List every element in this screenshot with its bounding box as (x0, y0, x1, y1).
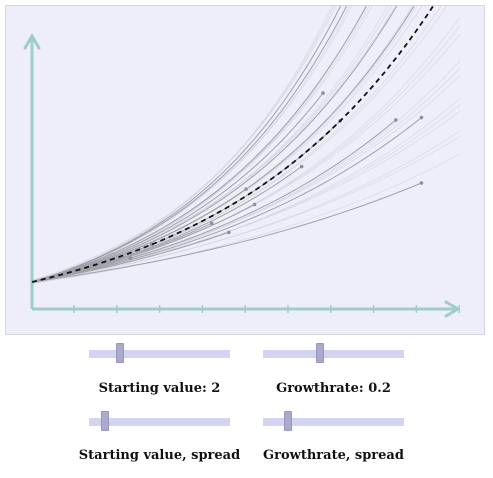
growthrate-slider[interactable] (263, 343, 404, 365)
mean-curve (31, 6, 435, 283)
sample-endpoint (209, 221, 214, 226)
growth-plot (23, 6, 461, 318)
sample-curves (31, 6, 424, 283)
sample-endpoint (321, 91, 325, 95)
plot-panel (5, 5, 485, 335)
sample-curve (31, 6, 398, 283)
faint-curve (31, 68, 461, 283)
faint-curve (31, 75, 461, 282)
faint-sample-curves (31, 6, 461, 284)
sample-endpoint (394, 118, 398, 122)
starting-value-label: Starting value: 2 (98, 381, 221, 396)
slider-track (89, 418, 230, 426)
faint-curve (31, 153, 461, 284)
x-axis-arrowhead (444, 300, 461, 318)
sample-endpoint (252, 202, 257, 207)
faint-curve (31, 130, 461, 283)
faint-curve (31, 98, 461, 284)
sample-curve (31, 257, 131, 283)
y-axis-arrowhead (23, 33, 41, 50)
sample-curve (31, 231, 230, 283)
sample-curve (31, 6, 415, 283)
sample-endpoint (299, 164, 304, 169)
faint-curve (31, 6, 350, 283)
starting-value-spread-label: Starting value, spread (78, 448, 241, 463)
sample-curve (31, 182, 422, 283)
slider-thumb[interactable] (284, 411, 292, 431)
growthrate-spread-slider[interactable] (263, 411, 404, 433)
sample-curve (31, 166, 302, 283)
sample-curve (31, 6, 348, 283)
growthrate-spread-label: Growthrate, spread (263, 448, 404, 463)
faint-curve (31, 25, 461, 283)
slider-thumb[interactable] (116, 343, 124, 363)
sample-endpoint (128, 256, 133, 260)
slider-track (89, 350, 230, 358)
sample-curve (31, 117, 422, 283)
faint-curve (31, 16, 461, 284)
sample-curve (31, 6, 367, 283)
slider-track (263, 350, 404, 358)
starting-value-spread-slider[interactable] (89, 411, 230, 433)
sample-endpoint (419, 115, 424, 120)
sample-curve (31, 6, 342, 283)
growthrate-label: Growthrate: 0.2 (276, 381, 391, 396)
faint-curve (31, 33, 461, 282)
slider-thumb[interactable] (316, 343, 324, 363)
axes (23, 33, 461, 318)
starting-value-slider[interactable] (89, 343, 230, 365)
sample-endpoint (419, 181, 424, 185)
faint-curve (31, 6, 389, 284)
slider-thumb[interactable] (101, 411, 109, 431)
faint-curve (31, 6, 367, 284)
slider-track (263, 418, 404, 426)
sample-curve (31, 92, 324, 283)
sample-endpoint (227, 230, 231, 235)
